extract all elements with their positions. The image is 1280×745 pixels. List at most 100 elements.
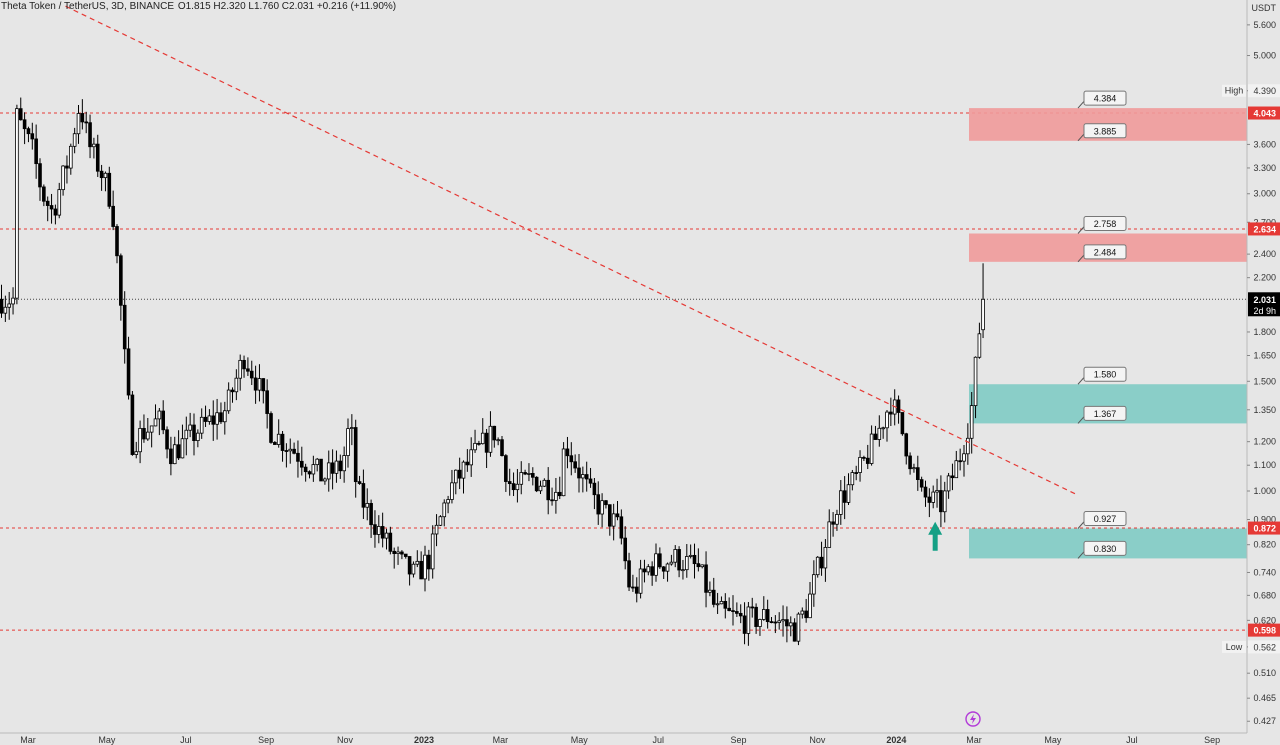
candle-body (577, 467, 581, 479)
candle-body (42, 186, 46, 202)
candle-body (161, 410, 166, 431)
candle-body (176, 444, 181, 459)
candle-144 (554, 477, 558, 514)
candle-13 (49, 193, 54, 224)
candle-body (839, 490, 843, 515)
candle-body (546, 479, 550, 501)
candle-214 (823, 539, 828, 582)
callout-box (1083, 366, 1127, 382)
candle-123 (473, 429, 477, 453)
price-axis[interactable]: USDT5.6005.0004.3903.6003.3003.0002.7002… (1222, 0, 1280, 745)
zone-label-bottom-0: 3.885 (1077, 123, 1127, 142)
candle-body (923, 486, 928, 498)
candle-body (727, 607, 731, 612)
candle-83 (319, 458, 323, 482)
candle-241 (927, 488, 932, 518)
descending-trendline[interactable] (65, 5, 1076, 495)
time-axis-bg (0, 733, 1280, 745)
candle-body (430, 533, 435, 570)
candle-206 (792, 618, 797, 642)
candle-body (215, 412, 219, 425)
candle-body (519, 472, 524, 485)
candle-body (715, 603, 720, 606)
candle-143 (550, 487, 554, 506)
candle-136 (523, 469, 527, 476)
time-axis[interactable]: Mar May Jul Sep Nov 2023 Mar May Jul Sep Nov 2024 Ma… (0, 732, 1280, 745)
candle-78 (299, 446, 304, 476)
candle-129 (496, 437, 500, 446)
y-tick-label-15: 1.000 (1253, 486, 1276, 496)
y-tick-label-3: 3.600 (1253, 139, 1276, 149)
candle-107 (411, 561, 416, 578)
candle-175 (673, 545, 678, 568)
candle-body (169, 448, 173, 465)
candle-109 (419, 551, 423, 580)
candle-195 (750, 597, 755, 618)
candle-65 (249, 360, 254, 386)
candle-38 (145, 417, 150, 441)
candle-173 (665, 562, 670, 582)
y-tick-label-14: 1.100 (1253, 460, 1276, 470)
candle-102 (392, 547, 396, 569)
candle-body (596, 494, 601, 515)
x-tick-label-7: May (571, 735, 589, 745)
candle-150 (577, 454, 581, 493)
candle-108 (415, 550, 420, 568)
candle-body (226, 389, 231, 412)
candle-147 (565, 436, 570, 469)
candle-58 (222, 401, 227, 435)
candle-body (904, 433, 909, 457)
zone-label-top-0: 4.384 (1077, 90, 1127, 109)
last-price-value: 2.031 (1253, 295, 1276, 305)
candle-19 (72, 127, 77, 154)
candle-body (869, 433, 874, 464)
candle-101 (388, 526, 393, 555)
candle-body (369, 503, 373, 526)
price-line-tag-0 (1248, 106, 1280, 120)
candle-body (157, 410, 162, 420)
symbol-title[interactable]: Theta Token / TetherUS, 3D, BINANCE (1, 1, 175, 12)
candle-body (889, 411, 893, 415)
candle-111 (427, 549, 431, 581)
callout-value: 1.580 (1094, 370, 1117, 380)
x-tick-label-2: Jul (180, 735, 192, 745)
candle-body (249, 370, 254, 379)
candle-135 (519, 461, 524, 495)
candle-33 (126, 336, 131, 400)
candle-body (253, 377, 258, 391)
candle-body (7, 303, 11, 308)
callout-value: 0.830 (1094, 544, 1117, 554)
zone-label-bottom-3: 0.830 (1077, 540, 1127, 559)
candle-body (627, 560, 631, 588)
tradingview-lightning-icon[interactable] (965, 711, 981, 727)
candle-79 (303, 463, 308, 482)
candle-body (107, 172, 112, 207)
y-tick-label-22: 0.510 (1253, 668, 1276, 678)
candle-body (939, 490, 943, 513)
candle-body (311, 464, 316, 475)
y-tick-label-19: 0.680 (1253, 590, 1276, 600)
candle-31 (119, 253, 123, 321)
candle-222 (854, 465, 858, 481)
candle-197 (758, 618, 762, 636)
price-axis-bg (1247, 0, 1280, 745)
price-line-tag-2 (1248, 521, 1280, 535)
candle-3 (11, 287, 15, 315)
candle-body (804, 610, 808, 619)
candle-2 (7, 292, 11, 320)
candle-115 (442, 499, 447, 527)
candle-body (299, 460, 304, 468)
candle-36 (138, 420, 142, 464)
x-tick-label-9: Sep (730, 735, 746, 745)
candle-160 (615, 500, 620, 521)
candle-body (788, 622, 793, 627)
candle-body (711, 589, 716, 605)
trendline[interactable] (65, 5, 1076, 495)
candle-body (704, 564, 708, 593)
candle-body (908, 455, 912, 470)
high-marker-value: 4.390 (1253, 86, 1276, 96)
candle-168 (646, 564, 651, 576)
currency-label[interactable]: USDT (1252, 3, 1277, 13)
